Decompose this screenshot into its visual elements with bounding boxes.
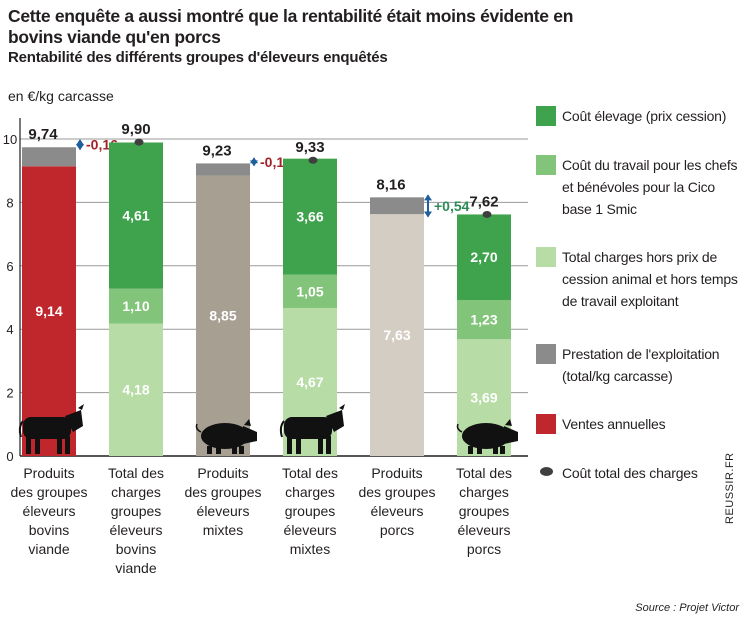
bar-total-label: 7,62 <box>469 193 498 210</box>
legend-label-total-cost: Coût total des charges <box>562 465 698 481</box>
total-cost-dot <box>308 156 318 164</box>
legend-label-ventes: Ventes annuelles <box>562 416 666 432</box>
x-category-label: charges <box>459 484 509 500</box>
diff-arrow-head-down <box>76 144 84 151</box>
segment-value-label: 3,69 <box>470 390 497 406</box>
bar-total-label: 9,23 <box>202 142 231 159</box>
legend-swatch-ventes <box>536 414 556 434</box>
diff-arrow-head-up <box>76 139 84 146</box>
x-category-label: charges <box>111 484 161 500</box>
x-category-label: éleveurs <box>110 522 163 538</box>
y-tick-label: 2 <box>6 386 13 401</box>
bar-total-label: 9,90 <box>121 121 150 138</box>
x-category-label: porcs <box>467 541 501 557</box>
bar-segment-prestation <box>196 163 250 176</box>
segment-value-label: 2,70 <box>470 249 497 265</box>
total-cost-dot <box>134 138 144 146</box>
segment-value-label: 3,66 <box>296 209 323 225</box>
source-note: Source : Projet Victor <box>635 602 739 614</box>
x-category-label: mixtes <box>203 522 243 538</box>
bar-segment-travail <box>457 300 511 340</box>
x-category-label: groupes <box>111 503 162 519</box>
chart-subtitle: Rentabilité des différents groupes d'éle… <box>8 49 388 66</box>
segment-value-label: 4,67 <box>296 374 323 390</box>
x-category-label: Total des <box>108 465 164 481</box>
diff-label: -0,1 <box>260 154 284 170</box>
bar-total-label: 8,16 <box>376 176 405 193</box>
x-category-label: Produits <box>197 465 248 481</box>
legend-dot-total-cost <box>540 467 553 476</box>
segment-value-label: 7,63 <box>383 327 410 343</box>
cow-icon <box>279 404 345 454</box>
x-category-label: des groupes <box>184 484 261 500</box>
diff-label: +0,54 <box>434 198 470 214</box>
bar-total-label: 9,74 <box>28 126 58 143</box>
diff-arrow-head-down <box>424 211 432 218</box>
x-category-label: Total des <box>282 465 338 481</box>
bar-segment-elevage <box>283 158 337 275</box>
y-tick-label: 6 <box>6 259 13 274</box>
x-category-label: mixtes <box>290 541 330 557</box>
cow-icon <box>18 404 84 454</box>
legend-label-prestation: Prestation de l'exploitation (total/kg c… <box>562 346 720 384</box>
legend-label-elevage: Coût élevage (prix cession) <box>562 108 727 124</box>
x-category-label: éleveurs <box>284 522 337 538</box>
x-category-label: groupes <box>285 503 336 519</box>
x-category-label: des groupes <box>358 484 435 500</box>
y-tick-label: 0 <box>6 449 13 464</box>
segment-value-label: 1,23 <box>470 312 497 328</box>
x-category-label: éleveurs <box>197 503 250 519</box>
x-category-label: Produits <box>371 465 422 481</box>
total-cost-dot <box>482 210 492 218</box>
chart-title: Cette enquête a aussi montré que la rent… <box>8 6 574 47</box>
bar-total-label: 9,33 <box>295 139 324 156</box>
pig-icon <box>456 419 518 454</box>
diff-arrow-head-up <box>424 194 432 201</box>
legend-swatch-elevage <box>536 106 556 126</box>
legend-label-travail: Coût du travail pour les chefs et bénévo… <box>562 157 738 217</box>
legend-label-charges: Total charges hors prix de cession anima… <box>562 249 738 309</box>
bar-segment-ventes <box>370 214 424 456</box>
legend-swatch-charges <box>536 247 556 267</box>
bar-segment-elevage <box>457 214 511 301</box>
segment-value-label: 1,10 <box>122 298 149 314</box>
bar-segment-ventes <box>22 166 76 456</box>
segment-value-label: 4,18 <box>122 382 149 398</box>
x-category-label: viande <box>115 560 156 576</box>
x-category-label: charges <box>285 484 335 500</box>
x-category-label: éleveurs <box>371 503 424 519</box>
pig-icon <box>195 419 257 454</box>
bar-segment-prestation <box>22 147 76 167</box>
bar-segment-prestation <box>370 197 424 215</box>
y-tick-label: 10 <box>3 132 17 147</box>
y-axis-unit: en €/kg carcasse <box>8 88 114 104</box>
x-category-label: Produits <box>23 465 74 481</box>
y-tick-label: 4 <box>6 322 13 337</box>
legend-swatch-prestation <box>536 344 556 364</box>
x-category-label: éleveurs <box>458 522 511 538</box>
brand-watermark: REUSSIR.FR <box>724 452 736 524</box>
bar-segment-elevage <box>109 142 163 289</box>
x-category-label: groupes <box>459 503 510 519</box>
x-category-label: Total des <box>456 465 512 481</box>
x-category-label: éleveurs <box>23 503 76 519</box>
diff-arrow-head-down <box>250 160 258 167</box>
x-category-label: bovins <box>29 522 69 538</box>
segment-value-label: 8,85 <box>209 308 236 324</box>
x-category-label: bovins <box>116 541 156 557</box>
bar-segment-travail <box>109 288 163 324</box>
bar-segment-ventes <box>196 175 250 456</box>
segment-value-label: 9,14 <box>35 303 62 319</box>
x-category-label: des groupes <box>10 484 87 500</box>
legend-swatch-travail <box>536 155 556 175</box>
bar-segment-charges <box>109 323 163 456</box>
x-category-label: porcs <box>380 522 414 538</box>
bar-segment-travail <box>283 274 337 308</box>
segment-value-label: 1,05 <box>296 283 323 299</box>
y-tick-label: 8 <box>6 195 13 210</box>
x-category-label: viande <box>28 541 69 557</box>
segment-value-label: 4,61 <box>122 208 149 224</box>
